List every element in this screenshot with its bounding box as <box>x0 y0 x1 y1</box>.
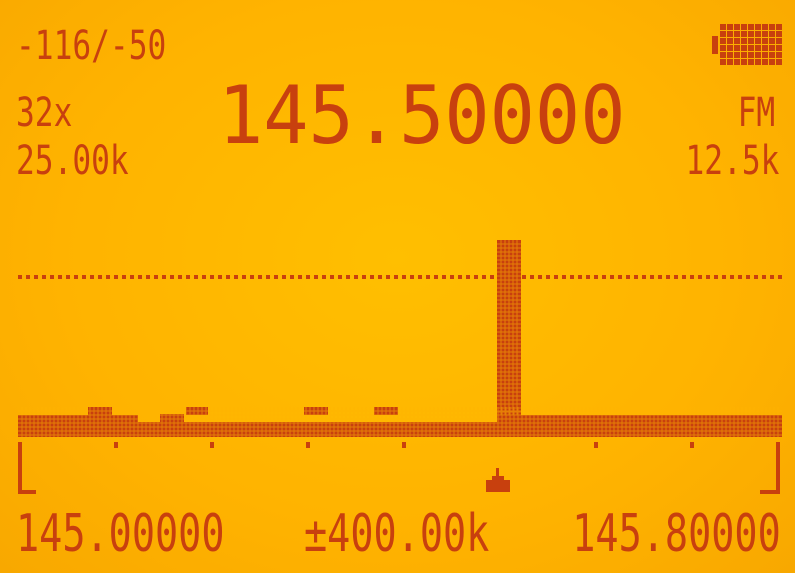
spectrum-plot <box>18 240 782 494</box>
battery-icon <box>712 24 782 65</box>
step-size: 25.00k <box>16 138 129 184</box>
frequency-axis <box>18 442 780 494</box>
end-frequency[interactable]: 145.80000 <box>572 504 781 564</box>
tuning-marker-icon[interactable] <box>486 468 510 492</box>
span-width[interactable]: ±400.00k <box>304 504 490 564</box>
threshold-line <box>18 275 782 279</box>
start-frequency[interactable]: 145.00000 <box>16 504 225 564</box>
center-frequency[interactable]: 145.50000 <box>218 69 626 162</box>
spectrum-trace <box>18 240 782 437</box>
bandwidth-value[interactable]: 12.5k <box>685 138 779 184</box>
modulation-mode[interactable]: FM <box>737 90 775 136</box>
zoom-level: 32x <box>16 90 73 136</box>
rssi-readout: -116/-50 <box>16 23 167 69</box>
